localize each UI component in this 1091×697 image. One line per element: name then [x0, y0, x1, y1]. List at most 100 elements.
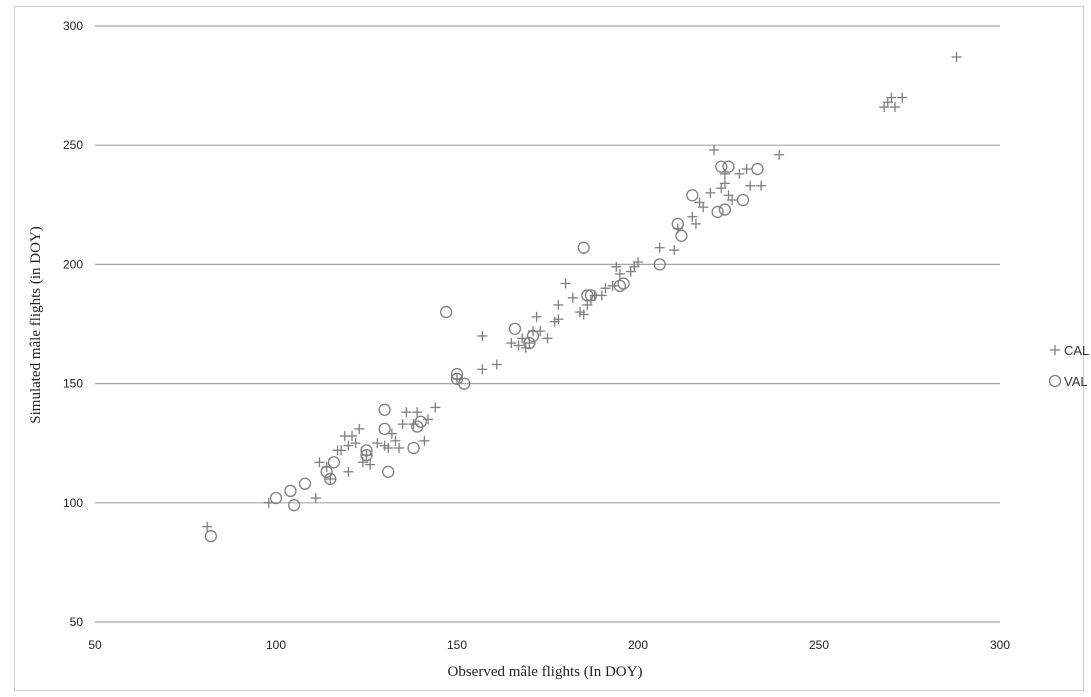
point-val-20 — [508, 322, 522, 335]
y-tick-label-150: 150 — [63, 377, 83, 391]
point-val-1 — [269, 491, 283, 505]
legend-marker-val — [1048, 374, 1062, 388]
point-val-3 — [287, 499, 301, 512]
point-val-29 — [671, 217, 684, 231]
point-cal-83 — [890, 102, 901, 113]
point-cal-68 — [705, 187, 716, 198]
x-tick-label-300: 300 — [990, 638, 1010, 652]
point-cal-57 — [614, 268, 625, 279]
point-cal-7 — [336, 445, 347, 456]
point-cal-84 — [897, 92, 908, 103]
y-tick-label-100: 100 — [63, 496, 83, 510]
point-cal-78 — [756, 180, 767, 191]
point-cal-31 — [477, 364, 488, 375]
point-val-23 — [577, 241, 590, 254]
x-axis-title: Observed mâle flights (In DOY) — [448, 664, 643, 680]
x-tick-label-200: 200 — [628, 638, 648, 652]
point-cal-0 — [202, 521, 213, 532]
x-tick-label-100: 100 — [266, 638, 286, 652]
point-val-16 — [439, 305, 453, 319]
point-cal-12 — [350, 438, 361, 449]
point-val-2 — [284, 484, 297, 498]
point-cal-82 — [886, 92, 897, 103]
point-cal-1 — [263, 497, 274, 508]
point-val-26 — [613, 279, 627, 293]
legend-marker-cal — [1050, 345, 1060, 355]
point-val-30 — [675, 229, 688, 242]
point-val-8 — [360, 444, 373, 457]
point-cal-3 — [314, 457, 325, 468]
point-cal-2 — [310, 493, 321, 504]
point-val-11 — [378, 422, 391, 436]
x-tick-label-250: 250 — [809, 638, 829, 652]
point-cal-21 — [390, 435, 401, 446]
y-tick-label-250: 250 — [63, 138, 83, 152]
point-val-32 — [711, 205, 724, 219]
point-cal-36 — [517, 333, 528, 344]
point-val-0 — [204, 530, 217, 543]
point-cal-41 — [535, 326, 546, 337]
point-val-17 — [450, 367, 464, 381]
point-val-10 — [378, 403, 391, 416]
point-cal-34 — [506, 338, 517, 349]
point-cal-44 — [553, 314, 564, 325]
point-cal-69 — [709, 144, 720, 155]
point-cal-54 — [600, 283, 611, 294]
legend: CAL VAL — [1048, 343, 1089, 389]
point-cal-32 — [477, 330, 488, 341]
point-cal-74 — [727, 195, 738, 206]
x-tick-label-150: 150 — [447, 638, 467, 652]
point-val-35 — [722, 160, 735, 173]
point-val-34 — [718, 203, 732, 216]
point-cal-46 — [560, 278, 571, 289]
gridlines — [95, 25, 1000, 623]
y-tick-label-200: 200 — [63, 257, 83, 271]
point-cal-62 — [669, 245, 680, 256]
point-val-21 — [523, 336, 536, 350]
point-cal-49 — [578, 309, 589, 320]
point-cal-71 — [719, 178, 730, 189]
point-val-31 — [686, 189, 699, 202]
point-cal-26 — [412, 407, 423, 418]
point-cal-45 — [553, 299, 564, 310]
point-val-25 — [584, 289, 598, 302]
point-cal-33 — [491, 359, 502, 370]
point-cal-76 — [741, 164, 752, 175]
y-tick-label-300: 300 — [63, 19, 83, 33]
data-points — [202, 51, 962, 543]
point-cal-53 — [596, 290, 607, 301]
point-val-37 — [751, 162, 764, 176]
point-cal-67 — [698, 202, 709, 213]
point-val-7 — [327, 456, 341, 469]
point-cal-25 — [408, 419, 419, 430]
point-val-5 — [320, 465, 333, 478]
point-cal-56 — [611, 261, 622, 272]
legend-label-val: VAL — [1064, 374, 1088, 389]
x-tick-labels: 50 100 150 200 250 300 — [88, 638, 1010, 652]
point-val-22 — [526, 329, 540, 343]
y-axis-title: Simulated mâle flights (in DOY) — [28, 226, 44, 423]
point-cal-24 — [401, 407, 412, 418]
point-cal-47 — [567, 292, 578, 303]
point-val-33 — [715, 160, 728, 173]
point-cal-35 — [513, 340, 524, 351]
point-cal-22 — [394, 442, 405, 453]
point-val-13 — [407, 441, 420, 455]
legend-symbol-val — [1048, 374, 1062, 388]
point-val-12 — [382, 465, 395, 478]
point-cal-28 — [423, 414, 434, 425]
point-cal-23 — [397, 419, 408, 430]
point-val-36 — [736, 193, 750, 207]
point-val-6 — [324, 472, 337, 486]
point-cal-27 — [419, 435, 430, 446]
legend-label-cal: CAL — [1064, 343, 1089, 358]
point-cal-85 — [951, 51, 962, 62]
point-cal-17 — [372, 438, 383, 449]
point-cal-60 — [633, 257, 643, 268]
legend-symbol-cal — [1050, 345, 1060, 355]
point-val-27 — [617, 277, 630, 290]
point-cal-42 — [542, 333, 553, 344]
point-cal-10 — [343, 440, 354, 451]
point-val-4 — [298, 477, 312, 490]
